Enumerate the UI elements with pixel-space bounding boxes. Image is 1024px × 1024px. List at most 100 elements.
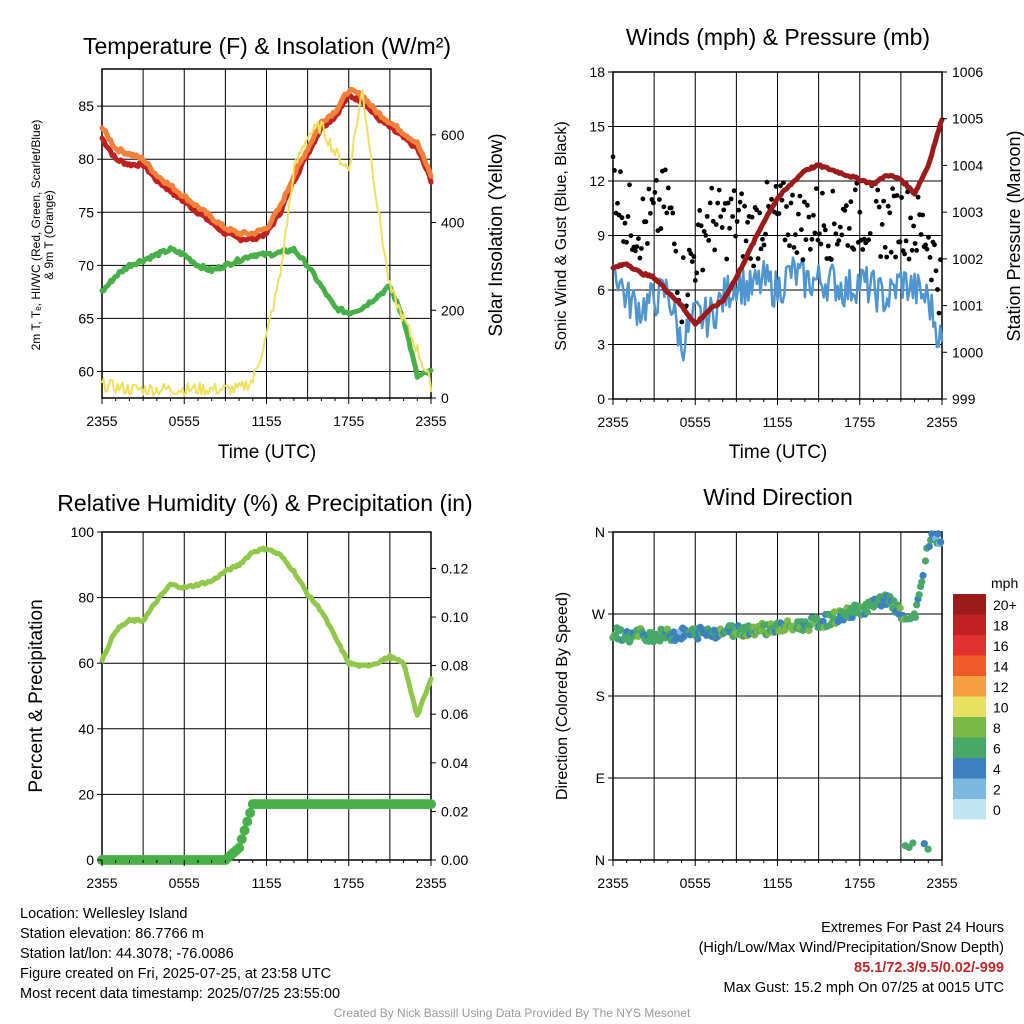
extremes-title: Extremes For Past 24 Hours — [821, 920, 1004, 936]
legend-label: 16 — [993, 638, 1009, 654]
y-tick-label: 6 — [597, 282, 605, 298]
gust-point — [645, 241, 650, 246]
gust-point — [852, 187, 858, 193]
direction-point — [937, 538, 945, 546]
x-tick-label: 2355 — [597, 875, 628, 891]
legend-label: 0 — [993, 802, 1001, 818]
gust-point — [692, 278, 698, 283]
gust-point — [776, 211, 782, 216]
temp-grid — [102, 69, 431, 398]
gust-point — [908, 215, 913, 221]
direction-point — [915, 591, 923, 599]
footer-extremes: Extremes For Past 24 Hours (High/Low/Max… — [699, 918, 1004, 998]
legend-label: 6 — [993, 741, 1001, 757]
gust-point — [689, 259, 695, 264]
gust-point — [876, 204, 882, 210]
y2-tick-label: 400 — [441, 215, 465, 231]
gust-point — [857, 209, 863, 215]
gust-point — [830, 188, 836, 194]
y2-tick-label: 1002 — [952, 251, 983, 267]
temp-title: Temperature (F) & Insolation (W/m²) — [83, 33, 451, 59]
gust-point — [628, 233, 634, 239]
gust-point — [712, 247, 718, 253]
x-tick-label: 2355 — [597, 414, 628, 430]
y2-tick-label: 1000 — [952, 344, 983, 360]
gust-point — [724, 256, 730, 262]
gust-point — [790, 192, 795, 198]
winds-ticks: 0 3 6 9 12 15 18 2355 0555 1155 1755 2355 999 1000 100… — [589, 64, 983, 430]
gust-point — [662, 167, 668, 173]
direction-point — [934, 530, 942, 538]
gust-point — [716, 187, 722, 193]
gust-point — [610, 154, 616, 160]
gust-point — [803, 237, 809, 243]
gust-point — [906, 256, 912, 262]
gust-point — [688, 251, 694, 257]
extremes-values: 85.1/72.3/9.5/0.02/-999 — [854, 960, 1004, 976]
rh-grid — [102, 532, 431, 860]
temp-ticks: 60 65 70 75 80 85 2355 0555 1155 1755 2355 0 200 400 6… — [78, 98, 464, 429]
gust-point — [778, 183, 783, 189]
gust-point — [710, 218, 716, 224]
gust-point — [697, 208, 703, 213]
gust-point — [881, 198, 887, 204]
winds-series — [610, 117, 945, 362]
precip-point — [245, 807, 256, 818]
series-station-pressure — [610, 117, 945, 327]
direction-point — [913, 601, 921, 609]
legend-label: 12 — [993, 679, 1009, 695]
gust-point — [828, 257, 834, 262]
gust-point — [799, 227, 804, 233]
gust-point — [878, 254, 884, 259]
y2-tick-label: 0.00 — [441, 852, 468, 868]
direction-point — [819, 617, 827, 626]
y-tick-label: N — [595, 852, 605, 868]
gust-point — [831, 221, 837, 227]
gust-point — [725, 200, 731, 206]
rh-ticks: 0 20 40 60 80 100 2355 0555 1155 1755 2355 0.00 0.02… — [71, 524, 469, 891]
max-gust: Max Gust: 15.2 mph On 07/25 at 0015 UTC — [723, 980, 1004, 996]
temp-series — [99, 86, 434, 397]
gust-point — [636, 236, 641, 242]
wdir-legend-unit: mph — [991, 575, 1018, 591]
gust-point — [808, 246, 813, 252]
y-tick-label: 0 — [597, 391, 605, 407]
gust-point — [736, 207, 741, 213]
x-tick-label: 0555 — [680, 414, 711, 430]
gust-point — [673, 248, 679, 254]
gust-point — [796, 211, 801, 217]
gust-point — [646, 186, 652, 192]
direction-point — [925, 542, 933, 551]
direction-point — [924, 845, 932, 853]
x-tick-label: 2355 — [86, 413, 117, 429]
gust-point — [637, 255, 643, 261]
y2-tick-label: 0.12 — [441, 560, 468, 576]
y-tick-label: 20 — [78, 786, 94, 802]
gust-point — [657, 197, 662, 202]
gust-point — [811, 212, 816, 218]
gust-point — [665, 185, 671, 191]
temp-xlabel: Time (UTC) — [218, 442, 317, 463]
direction-point — [919, 571, 927, 580]
legend-label: 10 — [993, 700, 1009, 716]
gust-point — [670, 210, 676, 216]
gust-point — [929, 277, 934, 283]
direction-point — [805, 626, 813, 635]
gust-point — [800, 257, 806, 263]
legend-swatch — [953, 614, 986, 635]
y-tick-label: 60 — [78, 655, 94, 671]
gust-point — [887, 210, 893, 216]
gust-point — [739, 191, 744, 197]
precip-point — [234, 842, 245, 853]
y-tick-label: 15 — [589, 119, 605, 135]
gust-point — [757, 210, 762, 216]
y-tick-label: 80 — [78, 590, 94, 606]
x-tick-label: 0555 — [169, 413, 200, 429]
gust-point — [890, 186, 895, 192]
y-tick-label: 40 — [78, 721, 94, 737]
gust-point — [867, 231, 873, 236]
gust-point — [706, 238, 712, 243]
y2-tick-label: 0.02 — [441, 803, 468, 819]
y-tick-label: 65 — [78, 310, 94, 326]
series-9m-temperature — [99, 86, 434, 238]
